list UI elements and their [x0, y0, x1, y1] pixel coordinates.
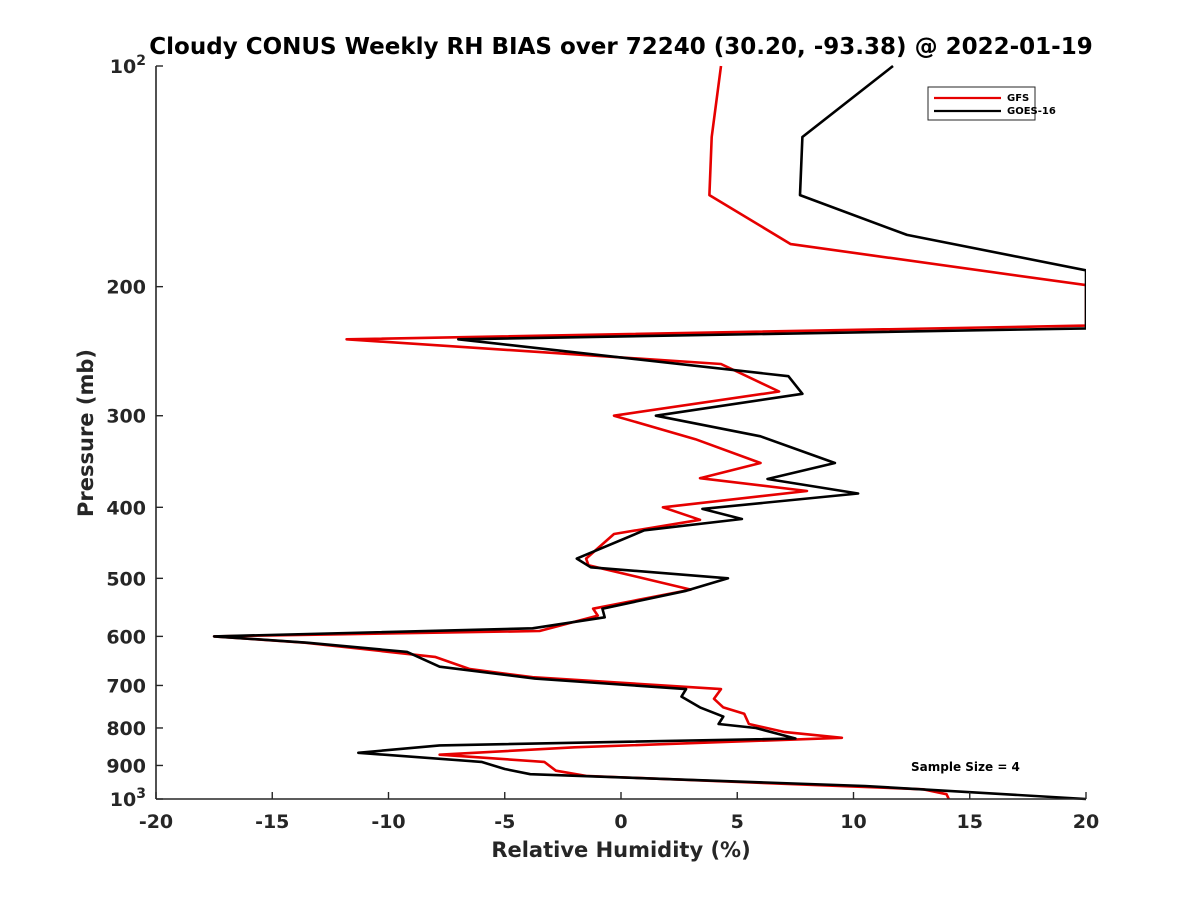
y-ticks: 102 200 300 400 500 600 700 800 900 103: [106, 53, 163, 811]
legend: GFS GOES-16: [927, 86, 1056, 121]
series-line-goes16: [212, 64, 1086, 801]
y-tick-label: 103: [110, 786, 146, 811]
x-ticks: -20 -15 -10 -5 0 5 10 15 20: [139, 792, 1099, 833]
y-axis-label: Pressure (mb): [74, 349, 98, 517]
legend-label-gfs: GFS: [1007, 93, 1029, 104]
y-tick-label: 800: [106, 718, 146, 740]
x-tick-label: 20: [1073, 811, 1099, 833]
x-tick-label: 0: [614, 811, 627, 833]
axes: [155, 66, 1086, 800]
series-line-gfs: [212, 65, 1086, 800]
sample-size-annotation: Sample Size = 4: [911, 760, 1020, 774]
y-tick-label: 400: [106, 497, 146, 519]
chart-title: Cloudy CONUS Weekly RH BIAS over 72240 (…: [149, 34, 1092, 60]
plot-area: [212, 64, 1086, 801]
x-tick-label: 10: [840, 811, 866, 833]
x-tick-label: -15: [255, 811, 289, 833]
y-tick-label: 500: [106, 568, 146, 590]
x-tick-label: 15: [957, 811, 983, 833]
legend-label-goes16: GOES-16: [1007, 106, 1056, 117]
y-tick-label: 900: [106, 755, 146, 777]
y-tick-label: 200: [106, 277, 146, 299]
x-tick-label: 5: [731, 811, 744, 833]
y-tick-label: 700: [106, 675, 146, 697]
x-tick-label: -20: [139, 811, 173, 833]
y-tick-label: 600: [106, 626, 146, 648]
x-axis-label: Relative Humidity (%): [491, 838, 750, 862]
legend-box: [927, 86, 1036, 121]
x-tick-label: -10: [371, 811, 405, 833]
y-tick-label: 300: [106, 406, 146, 428]
y-tick-label: 102: [110, 53, 146, 78]
x-tick-label: -5: [494, 811, 515, 833]
